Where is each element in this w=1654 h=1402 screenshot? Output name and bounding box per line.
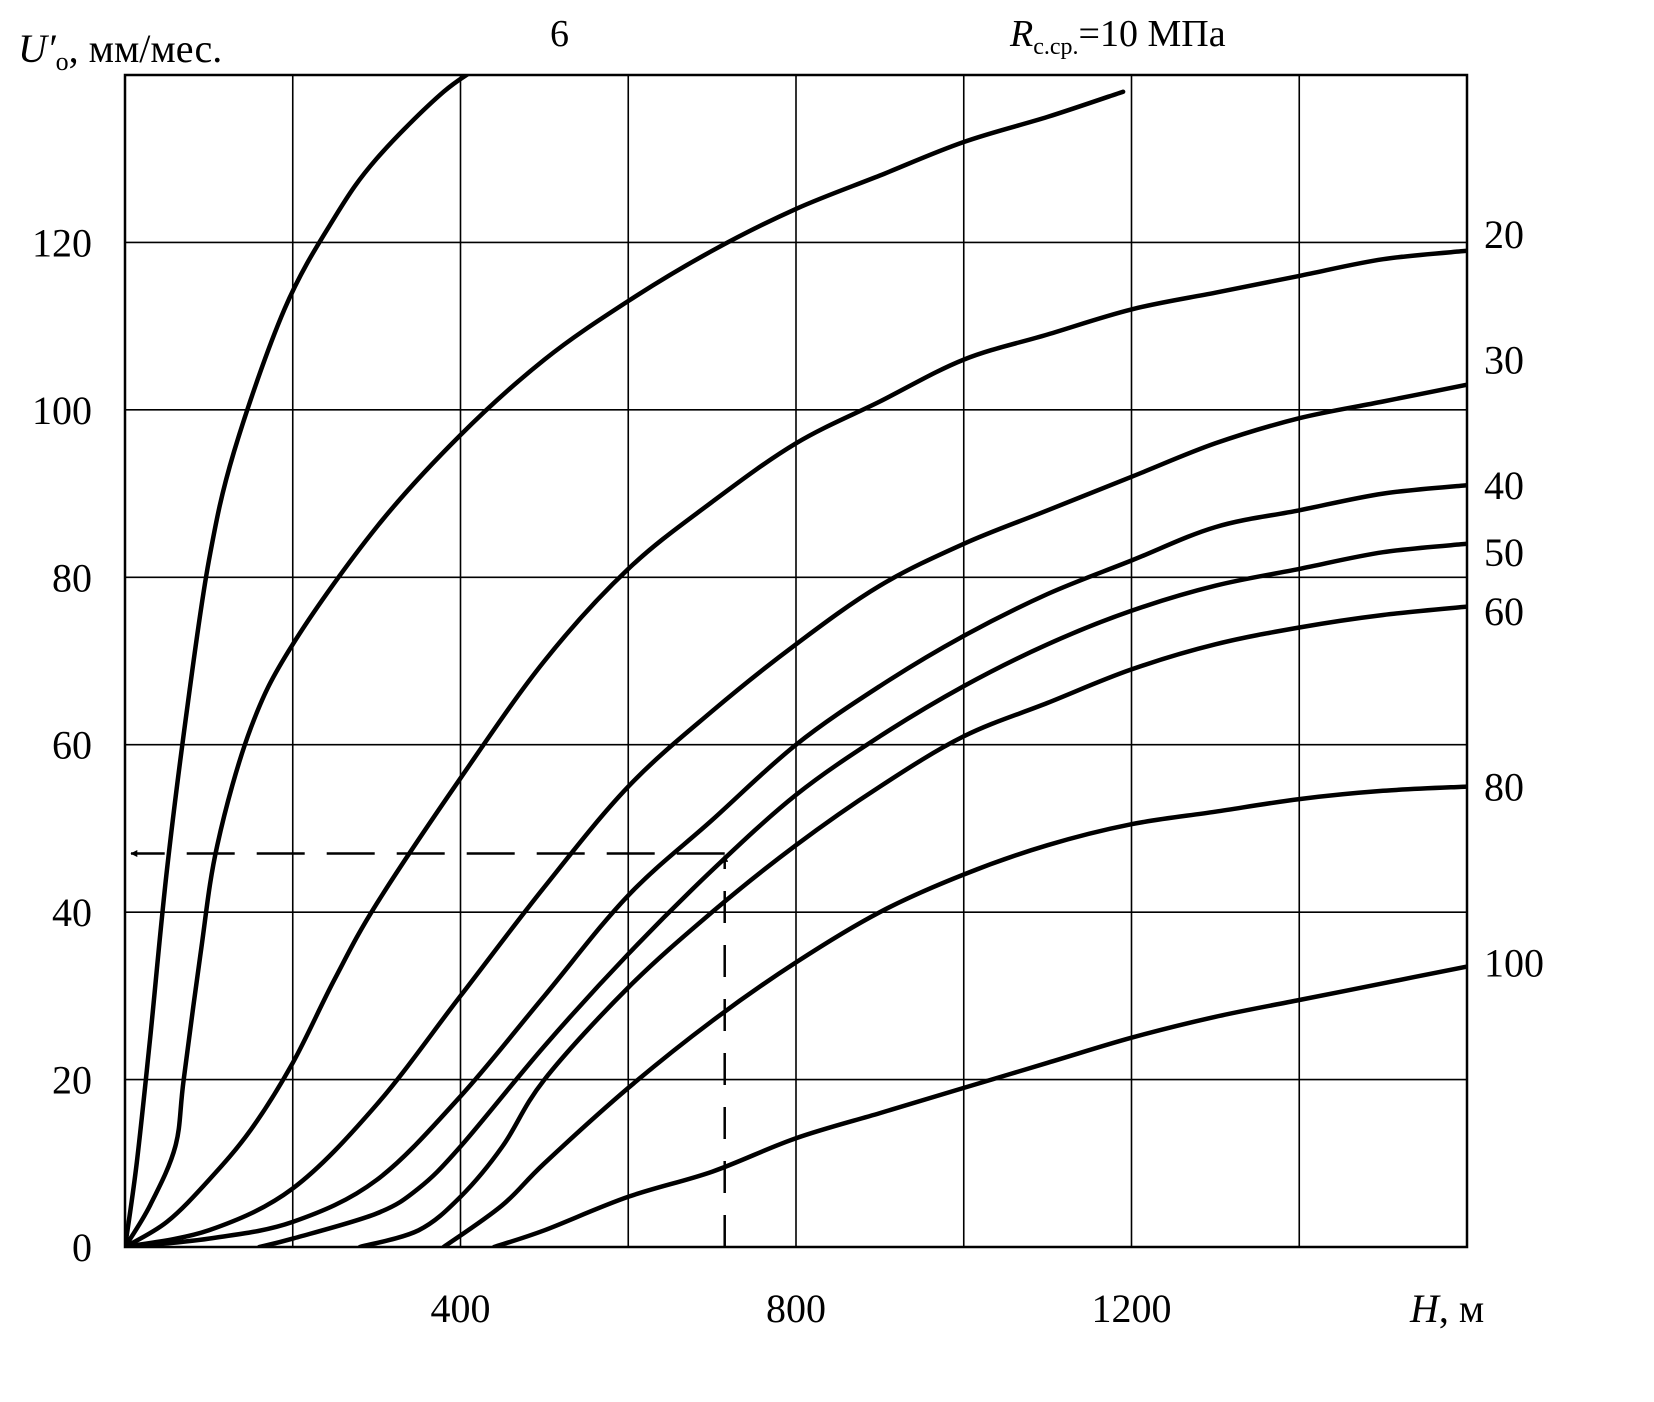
series-line-6 — [125, 75, 471, 1247]
y-tick-label-80: 80 — [52, 555, 92, 600]
curve-label-6: 6 — [550, 13, 569, 55]
series-line-30 — [125, 382, 1467, 1247]
y-tick-label-100: 100 — [32, 388, 92, 433]
curve-label-60: 60 — [1484, 589, 1524, 634]
series-line-80 — [441, 784, 1467, 1247]
curve-label-30: 30 — [1484, 338, 1524, 383]
curve-label-80: 80 — [1484, 765, 1524, 810]
x-axis-label-unit: , м — [1439, 1286, 1484, 1331]
tick-labels: 0 20 40 60 80 100 120 400 800 1200 — [32, 220, 1172, 1331]
curve-labels: 20 30 40 50 60 80 100 — [1484, 212, 1544, 985]
plot-frame — [123, 73, 1469, 1249]
y-tick-label-60: 60 — [52, 723, 92, 768]
curves — [125, 75, 1467, 1247]
x-tick-label-1200: 1200 — [1092, 1286, 1172, 1331]
curve-label-50: 50 — [1484, 530, 1524, 575]
series-line-10 — [125, 89, 1126, 1247]
series-line-50 — [256, 541, 1467, 1247]
curve-label-10-value: =10 МПа — [1079, 13, 1226, 55]
series-line-60 — [357, 604, 1467, 1247]
curve-label-40: 40 — [1484, 463, 1524, 508]
y-axis-label-subscript: o — [56, 47, 69, 76]
y-axis-label-symbol: U′ — [18, 26, 57, 71]
curve-label-20: 20 — [1484, 212, 1524, 257]
y-axis-label-unit: , мм/мес. — [69, 26, 223, 71]
curve-label-10-symbol: R — [1009, 13, 1033, 55]
series-line-20 — [125, 248, 1467, 1247]
series-line-40 — [125, 482, 1467, 1247]
annotation-guides — [130, 850, 729, 1247]
y-tick-label-20: 20 — [52, 1058, 92, 1103]
x-axis-label: H, м — [1409, 1286, 1484, 1331]
curve-label-10-subscript: с.ср. — [1033, 34, 1078, 60]
x-axis-label-symbol: H — [1409, 1286, 1441, 1331]
x-tick-label-400: 400 — [431, 1286, 491, 1331]
y-axis-label: U′o, мм/мес. — [18, 26, 222, 76]
x-tick-label-800: 800 — [766, 1286, 826, 1331]
y-tick-label-0: 0 — [72, 1225, 92, 1270]
grid — [125, 75, 1467, 1247]
y-tick-label-40: 40 — [52, 890, 92, 935]
curve-label-100: 100 — [1484, 940, 1544, 985]
y-tick-label-120: 120 — [32, 220, 92, 265]
curve-label-10: Rс.ср.=10 МПа — [1009, 13, 1226, 60]
series-line-100 — [491, 964, 1467, 1247]
